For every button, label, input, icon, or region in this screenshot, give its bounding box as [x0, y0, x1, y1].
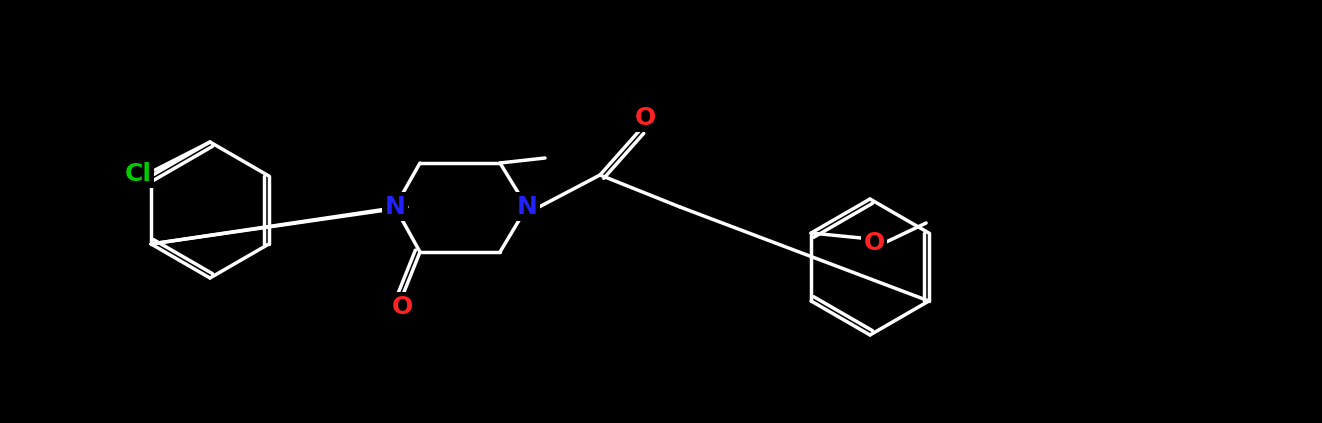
- Text: N: N: [517, 195, 538, 219]
- Text: N: N: [385, 195, 406, 219]
- Text: O: O: [635, 106, 656, 130]
- Text: Cl: Cl: [124, 162, 152, 186]
- Text: O: O: [391, 295, 412, 319]
- Text: O: O: [863, 231, 884, 255]
